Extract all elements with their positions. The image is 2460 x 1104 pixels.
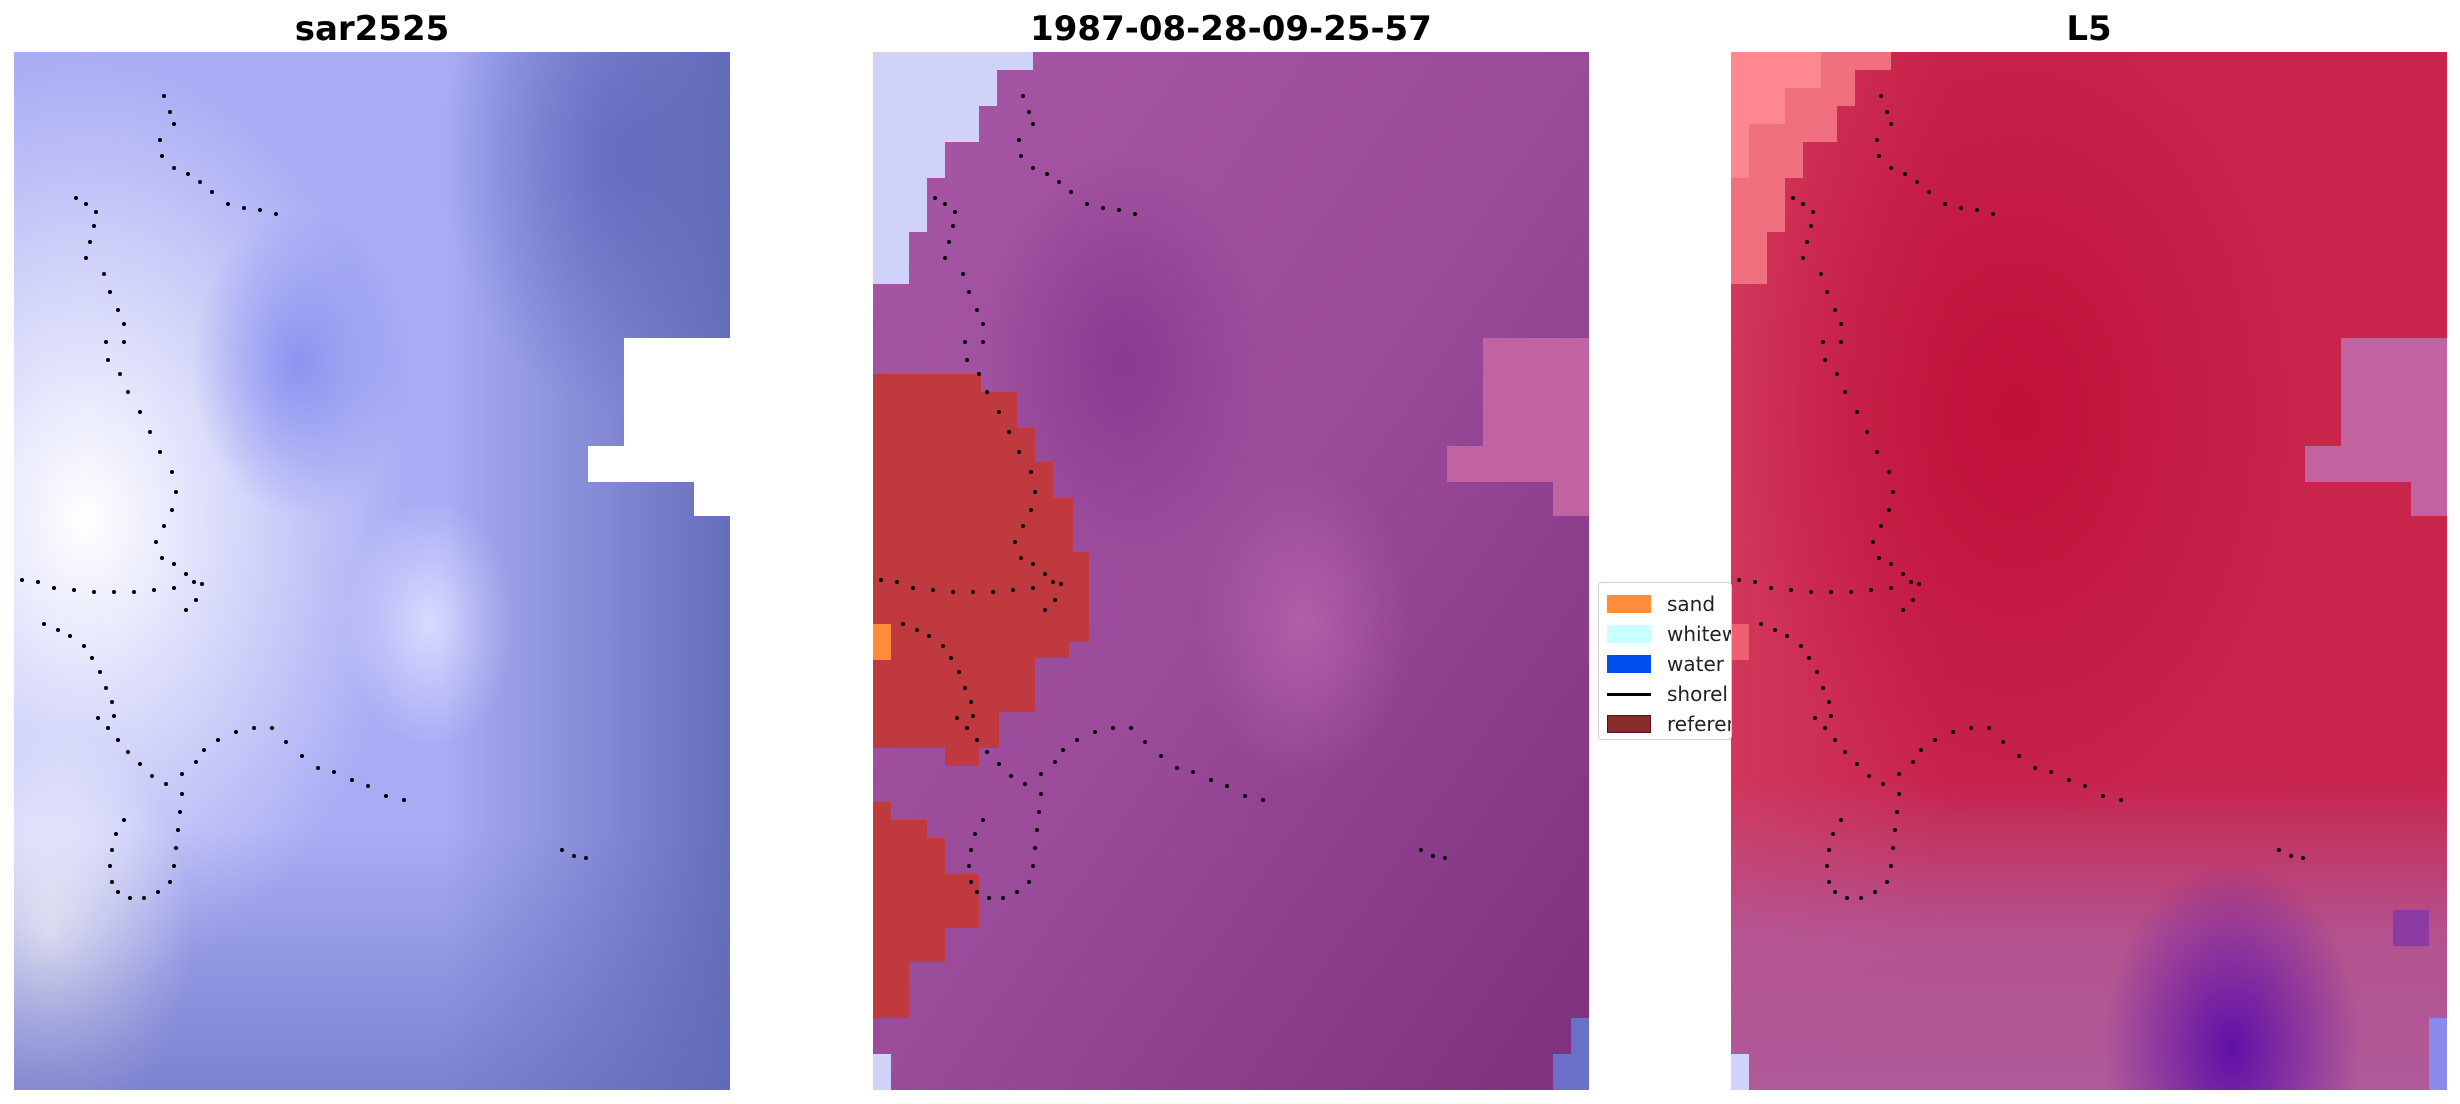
legend-swatch-water xyxy=(1607,655,1651,673)
image-panel-sar2525 xyxy=(14,52,730,1090)
legend-item-reference: referen xyxy=(1607,709,1731,739)
legend-item-water: water xyxy=(1607,649,1731,679)
panel-title-date: 1987-08-28-09-25-57 xyxy=(1030,9,1432,49)
panel-title-sar2525: sar2525 xyxy=(294,9,450,49)
legend-label-reference: referen xyxy=(1667,712,1732,736)
legend: sand whitew water shorel referen xyxy=(1598,582,1732,740)
sar-image xyxy=(14,52,730,1090)
legend-label-shoreline: shorel xyxy=(1667,682,1728,706)
image-panel-l5 xyxy=(1731,52,2447,1090)
panel-title-l5: L5 xyxy=(2066,9,2112,49)
legend-label-sand: sand xyxy=(1667,592,1716,616)
classified-image xyxy=(873,52,1589,1090)
image-panel-classified xyxy=(873,52,1589,1090)
legend-item-sand: sand xyxy=(1607,589,1731,619)
l5-image xyxy=(1731,52,2447,1090)
legend-label-water: water xyxy=(1667,652,1724,676)
legend-item-whitewater: whitew xyxy=(1607,619,1731,649)
legend-swatch-whitewater xyxy=(1607,625,1651,643)
legend-item-shoreline: shorel xyxy=(1607,679,1731,709)
legend-swatch-reference xyxy=(1607,715,1651,733)
legend-swatch-sand xyxy=(1607,595,1651,613)
legend-label-whitewater: whitew xyxy=(1667,622,1732,646)
legend-line-shoreline xyxy=(1607,692,1651,696)
